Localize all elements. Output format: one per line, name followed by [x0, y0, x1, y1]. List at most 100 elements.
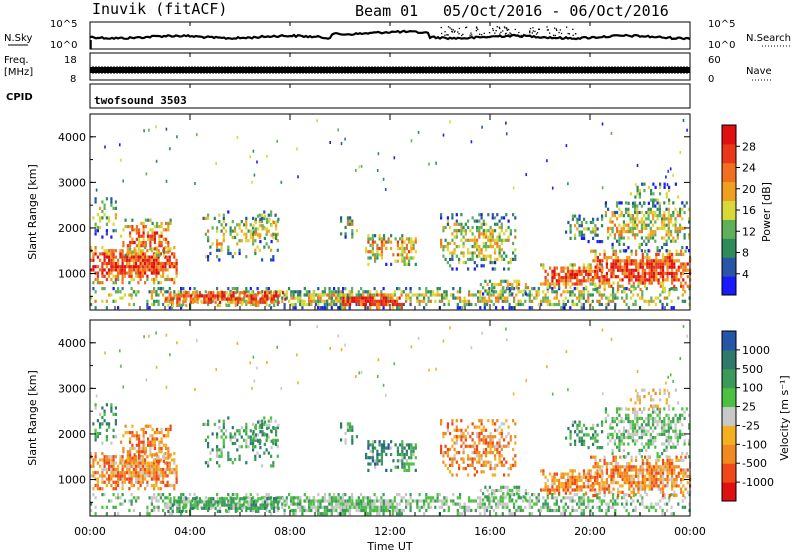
power-cell: [503, 267, 506, 271]
power-cell: [647, 207, 650, 211]
power-cell: [611, 226, 614, 230]
velocity-cell: [292, 496, 295, 500]
velocity-cell: [117, 483, 120, 488]
power-cell: [522, 289, 525, 293]
nsearch-point: [567, 32, 569, 35]
power-cell: [193, 299, 196, 303]
power-cell: [582, 279, 585, 283]
power-cell: [344, 225, 347, 230]
power-cell: [440, 241, 443, 246]
power-cell: [618, 214, 621, 218]
power-cell: [268, 303, 271, 307]
power-cell: [551, 287, 554, 291]
power-cell: [608, 256, 611, 260]
power-cell: [473, 245, 476, 249]
velocity-cell: [398, 512, 401, 516]
power-cell: [128, 302, 131, 307]
power-cell: [232, 297, 235, 301]
nsearch-point: [552, 34, 555, 36]
velocity-cell: [364, 502, 367, 506]
power-cell: [582, 266, 585, 270]
power-cell: [316, 119, 318, 123]
power-cell: [592, 227, 595, 231]
power-cell: [138, 240, 141, 245]
power-cell: [506, 286, 509, 290]
power-cell: [607, 296, 610, 300]
power-cell: [638, 230, 641, 234]
power-cell: [632, 287, 635, 292]
power-cell: [168, 306, 171, 310]
power-cell: [207, 255, 210, 259]
power-cell: [482, 257, 485, 261]
power-cell: [412, 240, 415, 244]
power-cell: [594, 233, 597, 237]
power-cell: [218, 213, 221, 217]
velocity-cell: [497, 502, 500, 506]
velocity-cell: [245, 426, 248, 430]
power-cell: [92, 258, 95, 262]
power-cell: [417, 130, 420, 134]
power-cell: [663, 242, 666, 246]
velocity-cell: [160, 450, 163, 454]
power-cell: [169, 294, 172, 298]
velocity-cell: [265, 438, 268, 442]
power-cell: [301, 306, 304, 310]
velocity-cell: [531, 499, 534, 503]
power-cell: [155, 293, 158, 297]
velocity-cell: [144, 450, 147, 454]
power-cell: [323, 306, 326, 310]
velocity-cell: [207, 422, 210, 426]
power-cell: [274, 213, 277, 217]
power-cell: [683, 210, 686, 215]
power-cell: [462, 245, 465, 249]
power-cell: [527, 286, 530, 290]
power-cell: [92, 281, 95, 285]
velocity-cell: [659, 505, 662, 509]
power-cell: [659, 293, 662, 297]
power-cell: [158, 253, 161, 257]
power-cell: [261, 297, 264, 301]
velocity-cell: [166, 483, 169, 488]
velocity-cell: [312, 499, 315, 503]
power-cell: [130, 271, 133, 275]
velocity-cell: [681, 499, 684, 503]
velocity-cell: [371, 449, 374, 453]
power-cell: [476, 238, 479, 242]
velocity-cell: [391, 502, 394, 506]
power-cell: [655, 259, 658, 263]
power-cell: [123, 258, 126, 262]
power-cell: [234, 303, 237, 307]
power-cell: [178, 300, 181, 304]
velocity-cell: [245, 496, 248, 500]
power-cell: [351, 299, 354, 303]
power-cell: [665, 230, 668, 234]
power-cell: [176, 297, 179, 301]
velocity-cell: [380, 456, 383, 460]
velocity-cell: [483, 512, 486, 516]
velocity-cell: [358, 505, 361, 509]
velocity-cell: [148, 496, 151, 500]
y-tick-label: 3000: [58, 176, 86, 189]
power-cell: [676, 226, 679, 230]
power-cell: [514, 254, 517, 258]
power-cell: [259, 233, 262, 237]
power-cell: [162, 268, 165, 272]
power-cell: [631, 214, 634, 218]
power-cell: [601, 224, 604, 228]
power-cell: [141, 249, 144, 253]
power-cell: [684, 290, 687, 294]
velocity-cell: [94, 483, 97, 488]
velocity-cell: [342, 499, 345, 503]
power-cell: [142, 244, 145, 248]
power-cell: [92, 268, 95, 272]
power-cell: [639, 287, 642, 292]
velocity-cell: [183, 497, 186, 501]
velocity-cell: [544, 499, 547, 503]
velocity-cell: [340, 438, 343, 442]
power-cell: [103, 258, 106, 262]
power-cell: [663, 182, 666, 186]
power-cell: [167, 244, 170, 248]
power-cell: [382, 177, 385, 181]
freq-label: Freq.: [4, 55, 29, 66]
velocity-cell: [526, 499, 529, 503]
